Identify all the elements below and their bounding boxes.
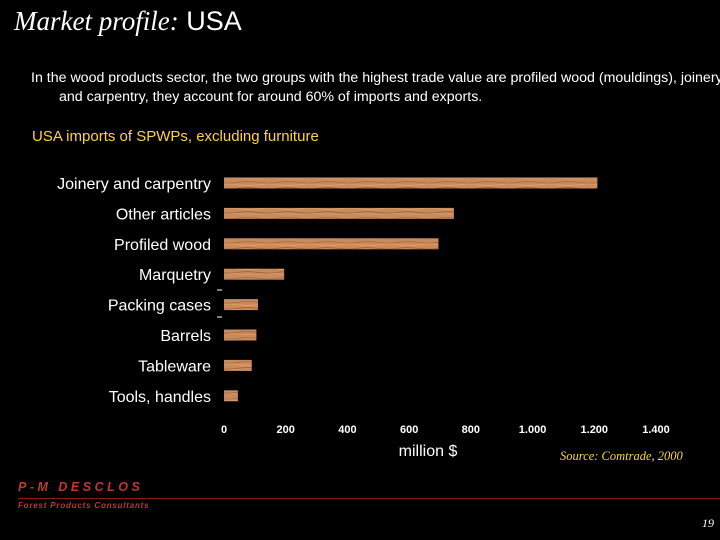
slide-title: Market profile: USA	[14, 6, 242, 37]
page-number: 19	[702, 516, 714, 530]
bar	[224, 268, 285, 280]
x-axis-label: million $	[399, 443, 458, 460]
brand-divider	[18, 498, 720, 499]
category-label: Packing cases	[108, 298, 211, 315]
x-tick-label: 800	[462, 424, 480, 436]
bar-chart: Joinery and carpentry Other articles Profi…	[57, 176, 670, 460]
bar	[224, 299, 258, 311]
x-axis-ticks: 0 200 400 600 800 1.000 1.200 1.400	[221, 424, 670, 436]
category-label: Joinery and carpentry	[57, 176, 211, 193]
title-italic-part: Market profile:	[14, 6, 179, 36]
category-labels: Joinery and carpentry Other articles Profi…	[57, 176, 211, 406]
bar	[224, 238, 439, 250]
category-label: Marquetry	[139, 267, 211, 284]
bar	[224, 390, 238, 402]
x-tick-label: 400	[338, 424, 356, 436]
title-country: USA	[186, 6, 242, 36]
source-note: Source: Comtrade, 2000	[560, 449, 683, 463]
bar	[224, 177, 598, 189]
brand-tagline: Forest Products Consultants	[18, 501, 150, 510]
x-tick-label: 600	[400, 424, 418, 436]
chart-subheading: USA imports of SPWPs, excluding furnitur…	[32, 128, 319, 145]
bar	[224, 207, 454, 219]
category-label: Other articles	[116, 206, 211, 223]
category-label: Profiled wood	[114, 237, 211, 254]
bar	[224, 329, 257, 341]
x-tick-label: 200	[277, 424, 295, 436]
x-tick-label: 0	[221, 424, 227, 436]
x-tick-label: 1.200	[581, 424, 609, 436]
intro-paragraph: In the wood products sector, the two gro…	[31, 70, 720, 105]
bar	[224, 359, 252, 371]
bars-layer	[224, 177, 598, 402]
brand-logo-text: P-M DESCLOS	[18, 480, 144, 494]
category-label: Barrels	[160, 328, 211, 345]
x-tick-label: 1.000	[519, 424, 547, 436]
category-label: Tableware	[138, 358, 211, 375]
category-label: Tools, handles	[109, 389, 211, 406]
x-tick-label: 1.400	[642, 424, 670, 436]
